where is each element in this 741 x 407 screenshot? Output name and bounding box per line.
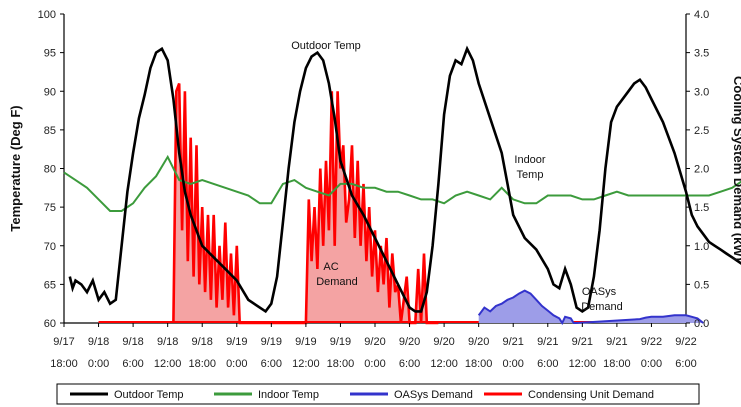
- annotation-ac-demand-line1: AC: [323, 261, 338, 273]
- legend-label: OASys Demand: [394, 389, 473, 401]
- y-left-tick-label: 65: [44, 279, 56, 291]
- x-tick-date-label: 9/21: [572, 336, 593, 348]
- x-tick-time-label: 12:00: [292, 358, 320, 370]
- legend-label: Outdoor Temp: [114, 389, 184, 401]
- annotation-oasys-demand-line1: OASys: [582, 286, 617, 298]
- y-left-tick-label: 60: [44, 318, 56, 330]
- x-tick-time-label: 6:00: [122, 358, 143, 370]
- y-left-tick-label: 90: [44, 86, 56, 98]
- oasys-demand-line: [477, 289, 704, 326]
- y-right-tick-label: 0.0: [694, 318, 709, 330]
- x-tick-date-label: 9/19: [295, 336, 316, 348]
- y-right-tick-label: 1.0: [694, 241, 709, 253]
- x-tick-time-label: 0:00: [503, 358, 524, 370]
- y-left-tick-label: 85: [44, 125, 56, 137]
- x-tick-time-label: 12:00: [569, 358, 597, 370]
- y-left-tick-label: 95: [44, 48, 56, 60]
- x-tick-date-label: 9/21: [606, 336, 627, 348]
- x-tick-time-label: 18:00: [465, 358, 493, 370]
- annotation-indoor-temp-line1: Indoor: [514, 154, 546, 166]
- axes-group: 60 65 70 75 80 85 90 95 100 0.0 0.5 1.0 1.5 2.0 2.5 3.0…: [38, 9, 710, 370]
- x-tick-date-label: 9/21: [537, 336, 558, 348]
- legend-label: Condensing Unit Demand: [528, 389, 654, 401]
- condensing-unit-demand-area: [173, 83, 439, 323]
- x-tick-time-label: 0:00: [226, 358, 247, 370]
- annotation-outdoor-temp: Outdoor Temp: [291, 40, 361, 52]
- y-right-tick-label: 2.0: [694, 164, 709, 176]
- y-axis-right-title: Cooling System Demand (kW): [731, 76, 741, 261]
- legend-label: Indoor Temp: [258, 389, 319, 401]
- annotation-oasys-demand-line2: Demand: [581, 301, 623, 313]
- annotations-group: Outdoor Temp Indoor Temp AC Demand OASys Deman…: [291, 40, 623, 313]
- y-right-tick-label: 3.0: [694, 86, 709, 98]
- x-tick-time-label: 12:00: [430, 358, 458, 370]
- x-tick-time-label: 18:00: [327, 358, 355, 370]
- x-tick-time-label: 0:00: [88, 358, 109, 370]
- x-tick-date-label: 9/20: [468, 336, 489, 348]
- x-tick-time-label: 6:00: [675, 358, 696, 370]
- x-tick-time-label: 0:00: [641, 358, 662, 370]
- x-tick-time-label: 18:00: [50, 358, 78, 370]
- y-axis-left-title: Temperature (Deg F): [8, 105, 23, 231]
- x-tick-date-label: 9/18: [122, 336, 143, 348]
- x-tick-date-label: 9/19: [261, 336, 282, 348]
- x-tick-date-label: 9/22: [641, 336, 662, 348]
- y-left-tick-label: 80: [44, 164, 56, 176]
- x-tick-time-label: 6:00: [399, 358, 420, 370]
- x-tick-time-label: 12:00: [154, 358, 182, 370]
- x-tick-date-label: 9/17: [53, 336, 74, 348]
- condensing-unit-demand-line: [172, 83, 439, 325]
- outdoor-temp-line: [68, 45, 741, 314]
- y-right-tick-label: 1.5: [694, 202, 709, 214]
- indoor-temp-line: [63, 154, 741, 212]
- y-left-tick-label: 75: [44, 202, 56, 214]
- x-tick-date-label: 9/19: [330, 336, 351, 348]
- y-right-tick-label: 3.5: [694, 48, 709, 60]
- x-tick-date-label: 9/21: [503, 336, 524, 348]
- x-tick-date-label: 9/19: [226, 336, 247, 348]
- x-tick-time-label: 18:00: [603, 358, 631, 370]
- series-group: [63, 45, 741, 326]
- legend: Outdoor Temp Indoor Temp OASys Demand Conde…: [56, 383, 700, 405]
- x-tick-time-label: 6:00: [261, 358, 282, 370]
- y-left-tick-label: 70: [44, 241, 56, 253]
- annotation-indoor-temp-line2: Temp: [517, 169, 544, 181]
- x-tick-date-label: 9/22: [675, 336, 696, 348]
- x-tick-date-label: 9/18: [157, 336, 178, 348]
- x-tick-date-label: 9/20: [433, 336, 454, 348]
- x-tick-time-label: 0:00: [364, 358, 385, 370]
- x-tick-date-label: 9/18: [192, 336, 213, 348]
- y-right-tick-label: 4.0: [694, 9, 709, 21]
- x-tick-date-label: 9/20: [364, 336, 385, 348]
- x-tick-date-label: 9/20: [399, 336, 420, 348]
- y-right-tick-label: 0.5: [694, 279, 709, 291]
- x-tick-date-label: 9/18: [88, 336, 109, 348]
- y-right-tick-label: 2.5: [694, 125, 709, 137]
- x-tick-time-label: 18:00: [188, 358, 216, 370]
- annotation-ac-demand-line2: Demand: [316, 276, 358, 288]
- y-left-tick-label: 100: [38, 9, 56, 21]
- x-tick-time-label: 6:00: [537, 358, 558, 370]
